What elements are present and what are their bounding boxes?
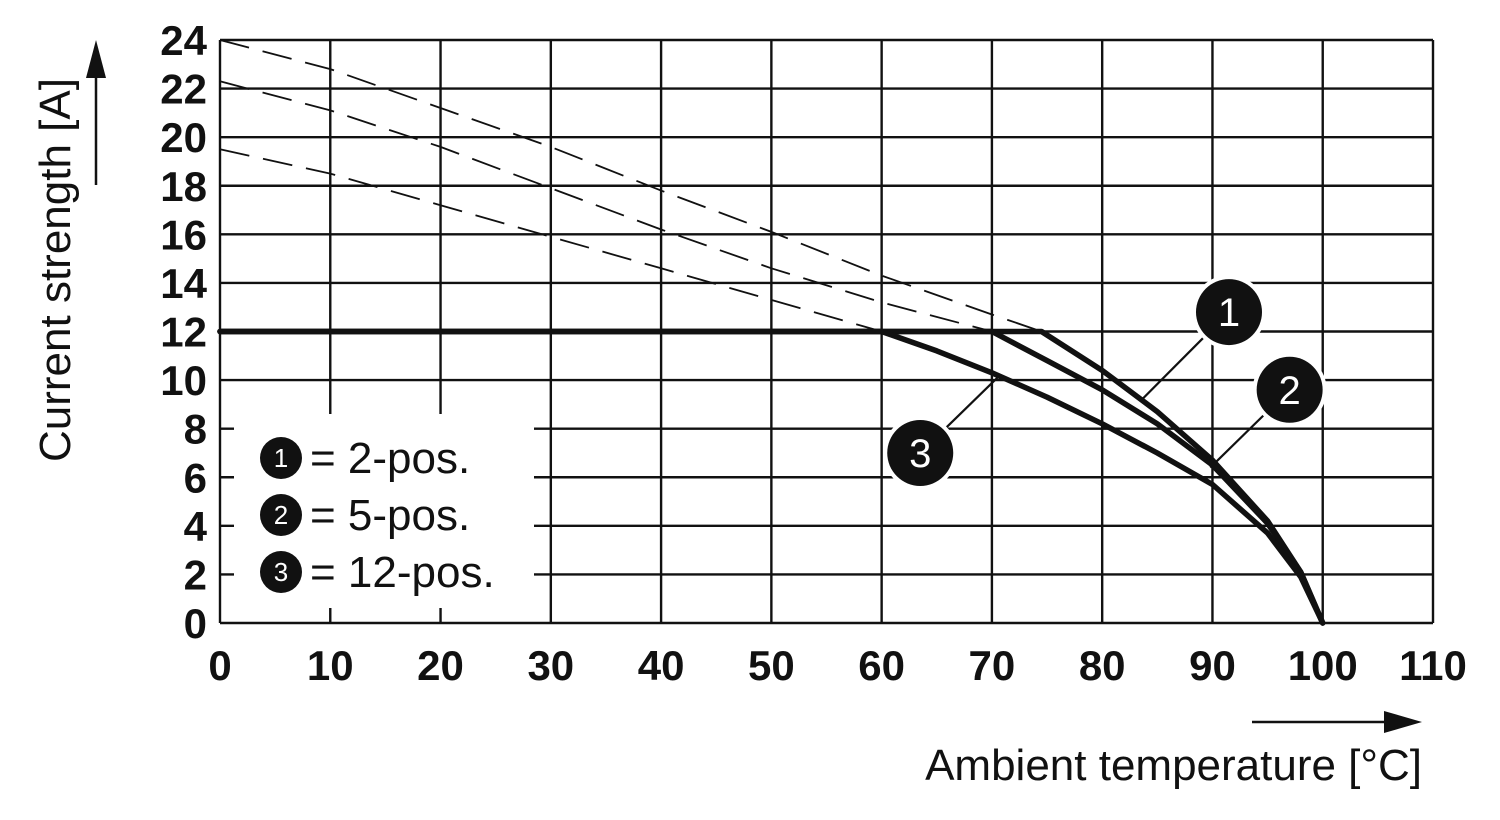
legend-marker-1 (260, 437, 302, 479)
legend-entry-text: = 5-pos. (310, 491, 470, 540)
x-tick-label: 20 (417, 642, 464, 689)
legend-marker-number: 3 (274, 557, 288, 587)
callout-badge-2 (1256, 356, 1323, 423)
derating-curve-3 (217, 328, 1326, 626)
y-tick-label: 10 (160, 357, 207, 404)
dashed-curve-3 (219, 148, 882, 333)
callout-badge-3 (887, 419, 954, 486)
y-tick-label: 24 (160, 17, 207, 64)
callout-badge-1 (1195, 279, 1262, 346)
legend-marker-2 (260, 494, 302, 536)
y-tick-label: 0 (184, 600, 207, 647)
curve-callouts: 12 3 (883, 275, 1327, 490)
chart-grid (218, 38, 1435, 625)
y-tick-label: 4 (184, 503, 208, 550)
y-tick-label: 6 (184, 454, 207, 501)
x-axis-title: Ambient temperature [°C] (925, 711, 1422, 790)
dashed-extrapolation-lines (219, 39, 1042, 333)
y-tick-label: 14 (160, 260, 207, 307)
x-tick-label: 60 (858, 642, 905, 689)
y-tick-label: 12 (160, 309, 207, 356)
legend-marker-number: 2 (274, 500, 288, 530)
x-axis-ticks: 0 10 20 30 40 50 60 70 80 90 100 110 (208, 642, 1467, 689)
x-tick-label: 100 (1288, 642, 1358, 689)
y-tick-label: 2 (184, 551, 207, 598)
x-tick-label: 110 (1399, 642, 1467, 689)
callout-leader-1 (1141, 336, 1205, 401)
callout-leader-3 (945, 376, 999, 429)
callout-leader-2 (1209, 414, 1265, 469)
y-tick-label: 16 (160, 211, 207, 258)
x-tick-label: 70 (969, 642, 1016, 689)
x-tick-label: 40 (638, 642, 685, 689)
x-tick-label: 80 (1079, 642, 1126, 689)
dashed-curve-2 (219, 80, 993, 333)
dashed-curve-1 (219, 39, 1042, 333)
callout-number: 3 (909, 432, 931, 476)
y-axis-label: Current strength [A] (31, 78, 80, 462)
x-tick-label: 90 (1189, 642, 1236, 689)
x-axis-arrow-head (1384, 711, 1422, 733)
derating-curves (217, 328, 1326, 626)
y-tick-label: 8 (184, 406, 207, 453)
y-tick-label: 22 (160, 66, 207, 113)
y-axis-title: Current strength [A] (31, 40, 106, 462)
legend-entry-text: = 2-pos. (310, 434, 470, 483)
x-tick-label: 0 (208, 642, 231, 689)
legend-entry-text: = 12-pos. (310, 548, 495, 597)
derating-curve-2 (217, 328, 1326, 626)
legend-marker-number: 1 (274, 443, 288, 473)
x-tick-label: 10 (307, 642, 354, 689)
y-axis-arrow-head (86, 40, 106, 78)
callout-number: 2 (1279, 369, 1301, 413)
legend-marker-3 (260, 551, 302, 593)
x-tick-label: 30 (527, 642, 574, 689)
y-tick-label: 20 (160, 114, 207, 161)
x-axis-label: Ambient temperature [°C] (925, 741, 1422, 790)
callout-number: 1 (1218, 291, 1240, 335)
chart-legend: 1 = 2-pos. 2 = 5-pos. 3 = 12-pos. (234, 414, 534, 608)
y-tick-label: 18 (160, 163, 207, 210)
x-tick-label: 50 (748, 642, 795, 689)
